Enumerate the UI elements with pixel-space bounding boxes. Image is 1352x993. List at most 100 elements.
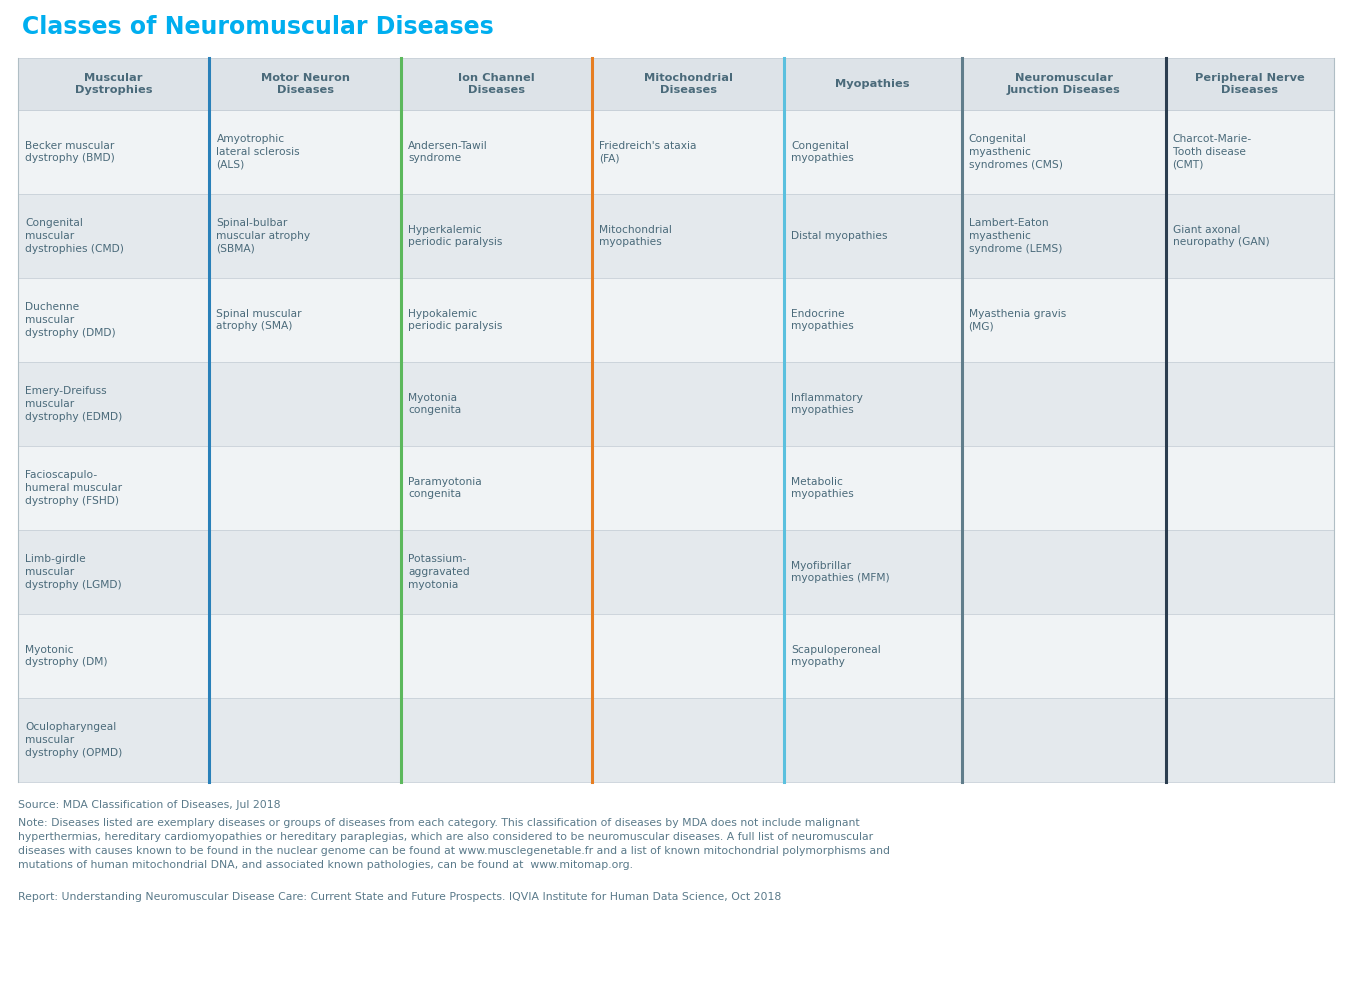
Text: Charcot-Marie-
Tooth disease
(CMT): Charcot-Marie- Tooth disease (CMT)	[1172, 134, 1252, 170]
Bar	[961, 278, 1165, 362]
Bar	[210, 698, 402, 782]
Bar	[210, 614, 402, 698]
Bar	[402, 698, 592, 782]
Bar	[18, 362, 210, 446]
Bar	[592, 58, 784, 110]
Text: Congenital
muscular
dystrophies (CMD): Congenital muscular dystrophies (CMD)	[24, 218, 124, 254]
Text: Hypokalemic
periodic paralysis: Hypokalemic periodic paralysis	[408, 309, 503, 332]
Bar	[784, 698, 961, 782]
Bar	[592, 278, 784, 362]
Text: Giant axonal
neuropathy (GAN): Giant axonal neuropathy (GAN)	[1172, 224, 1270, 247]
Bar	[961, 446, 1165, 530]
Bar	[1165, 194, 1334, 278]
Bar	[592, 362, 784, 446]
Text: Mitochondrial
Diseases: Mitochondrial Diseases	[644, 73, 733, 94]
Bar	[961, 58, 1165, 110]
Bar	[961, 110, 1165, 194]
Bar	[1165, 278, 1334, 362]
Bar	[784, 446, 961, 530]
Bar	[1165, 698, 1334, 782]
Bar	[18, 698, 210, 782]
Bar	[1165, 614, 1334, 698]
Bar	[210, 278, 402, 362]
Text: diseases with causes known to be found in the nuclear genome can be found at www: diseases with causes known to be found i…	[18, 846, 890, 856]
Bar	[210, 446, 402, 530]
Bar	[1165, 110, 1334, 194]
Text: Potassium-
aggravated
myotonia: Potassium- aggravated myotonia	[408, 554, 469, 590]
Text: Scapuloperoneal
myopathy: Scapuloperoneal myopathy	[791, 644, 880, 667]
Text: Report: Understanding Neuromuscular Disease Care: Current State and Future Prosp: Report: Understanding Neuromuscular Dise…	[18, 892, 781, 902]
Bar	[784, 58, 961, 110]
Text: Lambert-Eaton
myasthenic
syndrome (LEMS): Lambert-Eaton myasthenic syndrome (LEMS)	[968, 218, 1061, 254]
Bar	[210, 110, 402, 194]
Bar	[210, 530, 402, 614]
Bar	[210, 362, 402, 446]
Text: Andersen-Tawil
syndrome: Andersen-Tawil syndrome	[408, 141, 488, 164]
Bar	[784, 530, 961, 614]
Text: Classes of Neuromuscular Diseases: Classes of Neuromuscular Diseases	[22, 15, 493, 39]
Bar	[18, 110, 210, 194]
Bar	[402, 446, 592, 530]
Bar	[784, 194, 961, 278]
Text: Myotonia
congenita: Myotonia congenita	[408, 392, 461, 415]
Bar	[18, 194, 210, 278]
Text: Myotonic
dystrophy (DM): Myotonic dystrophy (DM)	[24, 644, 108, 667]
Bar	[18, 278, 210, 362]
Bar	[1165, 446, 1334, 530]
Bar	[961, 362, 1165, 446]
Bar	[784, 278, 961, 362]
Bar	[402, 530, 592, 614]
Bar	[402, 278, 592, 362]
Text: Becker muscular
dystrophy (BMD): Becker muscular dystrophy (BMD)	[24, 141, 115, 164]
Text: Distal myopathies: Distal myopathies	[791, 231, 887, 241]
Text: Emery-Dreifuss
muscular
dystrophy (EDMD): Emery-Dreifuss muscular dystrophy (EDMD)	[24, 386, 122, 422]
Bar	[961, 194, 1165, 278]
Bar	[592, 698, 784, 782]
Text: Note: Diseases listed are exemplary diseases or groups of diseases from each cat: Note: Diseases listed are exemplary dise…	[18, 818, 860, 828]
Text: Congenital
myopathies: Congenital myopathies	[791, 141, 853, 164]
Bar	[961, 530, 1165, 614]
Bar	[1165, 58, 1334, 110]
Bar	[402, 58, 592, 110]
Bar	[210, 58, 402, 110]
Bar	[402, 110, 592, 194]
Text: Muscular
Dystrophies: Muscular Dystrophies	[74, 73, 153, 94]
Text: Facioscapulo-
humeral muscular
dystrophy (FSHD): Facioscapulo- humeral muscular dystrophy…	[24, 471, 122, 505]
Text: Inflammatory
myopathies: Inflammatory myopathies	[791, 392, 863, 415]
Text: Amyotrophic
lateral sclerosis
(ALS): Amyotrophic lateral sclerosis (ALS)	[216, 134, 300, 170]
Text: Congenital
myasthenic
syndromes (CMS): Congenital myasthenic syndromes (CMS)	[968, 134, 1063, 170]
Text: Mitochondrial
myopathies: Mitochondrial myopathies	[599, 224, 672, 247]
Text: Ion Channel
Diseases: Ion Channel Diseases	[458, 73, 535, 94]
Bar	[18, 614, 210, 698]
Bar	[1165, 362, 1334, 446]
Bar	[18, 530, 210, 614]
Bar	[1165, 530, 1334, 614]
Text: Hyperkalemic
periodic paralysis: Hyperkalemic periodic paralysis	[408, 224, 503, 247]
Bar	[402, 362, 592, 446]
Bar	[402, 614, 592, 698]
Text: hyperthermias, hereditary cardiomyopathies or hereditary paraplegias, which are : hyperthermias, hereditary cardiomyopathi…	[18, 832, 873, 842]
Bar	[961, 698, 1165, 782]
Text: mutations of human mitochondrial DNA, and associated known pathologies, can be f: mutations of human mitochondrial DNA, an…	[18, 860, 633, 870]
Bar	[961, 614, 1165, 698]
Text: Spinal muscular
atrophy (SMA): Spinal muscular atrophy (SMA)	[216, 309, 301, 332]
Bar	[18, 58, 210, 110]
Text: Peripheral Nerve
Diseases: Peripheral Nerve Diseases	[1195, 73, 1305, 94]
Text: Endocrine
myopathies: Endocrine myopathies	[791, 309, 853, 332]
Bar	[592, 446, 784, 530]
Bar	[592, 530, 784, 614]
Text: Paramyotonia
congenita: Paramyotonia congenita	[408, 477, 481, 499]
Text: Friedreich's ataxia
(FA): Friedreich's ataxia (FA)	[599, 141, 696, 164]
Text: Duchenne
muscular
dystrophy (DMD): Duchenne muscular dystrophy (DMD)	[24, 302, 116, 338]
Text: Neuromuscular
Junction Diseases: Neuromuscular Junction Diseases	[1007, 73, 1121, 94]
Text: Limb-girdle
muscular
dystrophy (LGMD): Limb-girdle muscular dystrophy (LGMD)	[24, 554, 122, 590]
Text: Motor Neuron
Diseases: Motor Neuron Diseases	[261, 73, 350, 94]
Bar	[210, 194, 402, 278]
Text: Spinal-bulbar
muscular atrophy
(SBMA): Spinal-bulbar muscular atrophy (SBMA)	[216, 218, 311, 254]
Bar	[592, 110, 784, 194]
Bar	[18, 446, 210, 530]
Bar	[592, 194, 784, 278]
Bar	[784, 362, 961, 446]
Bar	[784, 110, 961, 194]
Text: Metabolic
myopathies: Metabolic myopathies	[791, 477, 853, 499]
